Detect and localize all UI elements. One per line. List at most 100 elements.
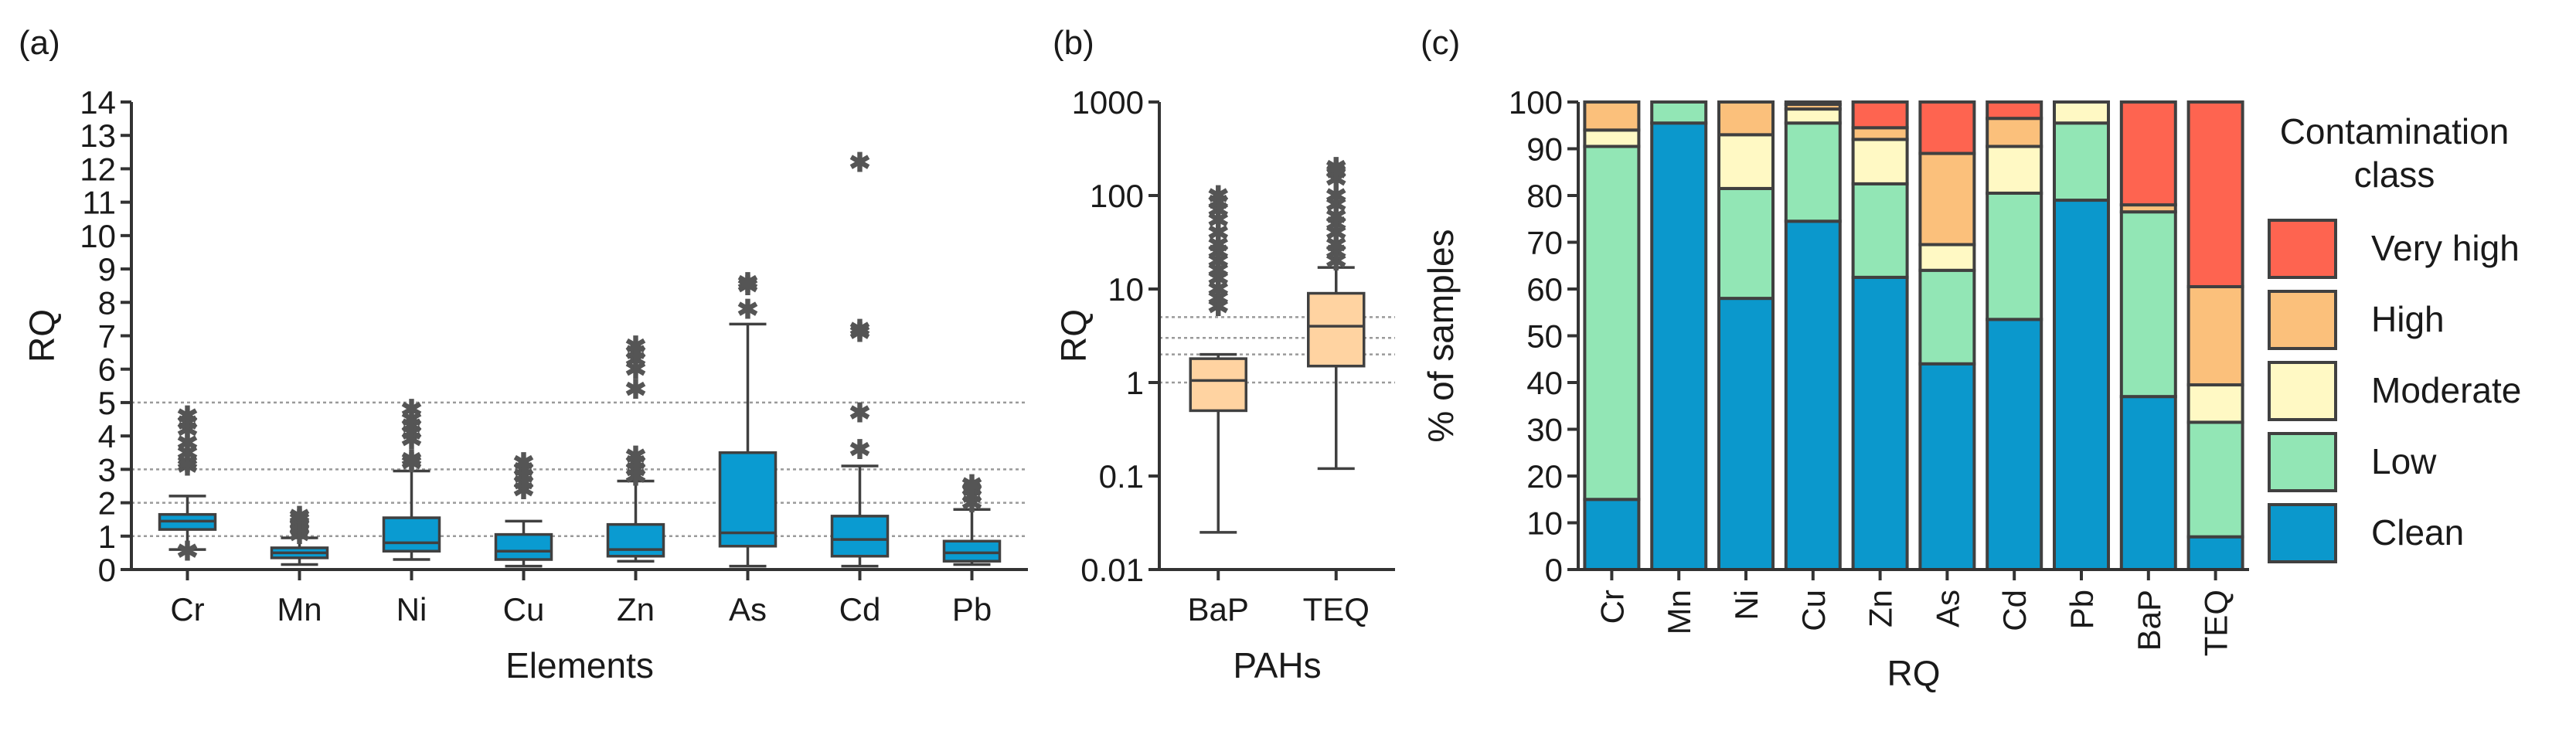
outlier-point: ✱: [176, 409, 199, 438]
legend-label-clean: Clean: [2371, 512, 2464, 553]
x-tick-label: Zn: [617, 591, 655, 627]
outlier-point: ✱: [624, 355, 647, 385]
bar-segment-clean: [1851, 275, 1909, 571]
legend-swatch-very-high: [2268, 219, 2337, 279]
legend-title: class: [2354, 155, 2435, 195]
outlier-point: ✱: [849, 315, 871, 345]
panel-a: (a)01234567891011121314✱✱✱✱✱✱✱✱Cr✱✱✱✱✱Mn…: [19, 24, 1028, 685]
y-tick-label: 1: [98, 519, 116, 555]
legend-swatch-high: [2268, 290, 2337, 350]
bar-segment-low: [1784, 121, 1842, 223]
box-iqr: [1307, 291, 1366, 368]
y-tick-label: 10: [80, 218, 116, 254]
outlier-point: ✱: [1207, 189, 1230, 218]
outlier-point: ✱: [1325, 247, 1348, 277]
bar-segment-moderate: [2186, 383, 2244, 424]
outlier-point: ✱: [737, 272, 759, 301]
bar-segment-clean: [2186, 535, 2244, 572]
outlier-point: ✱: [1207, 206, 1230, 235]
bar-segment-moderate: [1784, 107, 1842, 125]
x-tick-label: Pb: [2064, 590, 2100, 629]
bar-segment-low: [1583, 145, 1641, 502]
box-iqr: [718, 451, 778, 548]
bar-segment-low: [1717, 186, 1775, 301]
x-tick-label: TEQ: [1303, 591, 1370, 627]
legend-label-moderate: Moderate: [2371, 370, 2521, 410]
y-tick-label: 10: [1108, 271, 1144, 308]
outlier-point: ✱: [176, 439, 199, 468]
outlier-point: ✱: [400, 419, 423, 448]
panel-label: (a): [19, 24, 60, 62]
outlier-point: ✱: [1207, 247, 1230, 277]
x-axis-title: PAHs: [1233, 645, 1321, 685]
y-tick-label: 30: [1526, 412, 1563, 448]
bar-segment-high: [1986, 117, 2043, 148]
box-iqr: [382, 516, 441, 553]
outlier-point: ✱: [1325, 238, 1348, 267]
box-cr: ✱✱✱✱✱✱✱✱: [158, 402, 217, 566]
panel-c: (c) 0 10 20 30 40 50 60 70 80 90 100 Cr Mn Ni Cu Zn As Cd P…: [1421, 24, 2521, 693]
outlier-point: ✱: [624, 462, 647, 491]
y-tick-label: 50: [1526, 318, 1563, 355]
outlier-point: ✱: [961, 489, 983, 519]
bar-segment-very-high: [2119, 100, 2177, 207]
legend-swatch-moderate: [2268, 361, 2337, 421]
x-tick-label: Ni: [396, 591, 427, 627]
outlier-point: ✱: [1207, 219, 1230, 248]
bar-segment-very-high: [1851, 100, 1909, 130]
y-tick-label: 7: [98, 318, 116, 355]
outlier-point: ✱: [1325, 209, 1348, 239]
bar-segment-moderate: [1583, 128, 1641, 148]
outlier-point: ✱: [624, 455, 647, 485]
bar-cr: [1583, 100, 1641, 571]
outlier-point: ✱: [1207, 238, 1230, 267]
bar-segment-moderate: [2053, 100, 2110, 125]
x-tick-label: Cr: [170, 591, 204, 627]
x-tick-label: Cu: [1795, 590, 1832, 631]
outlier-point: ✱: [400, 396, 423, 425]
bar-cu: [1784, 100, 1842, 571]
y-tick-label: 100: [1090, 178, 1144, 214]
box-teq: ✱✱✱✱✱✱✱✱✱✱✱: [1307, 154, 1366, 471]
bar-segment-very-high: [2186, 100, 2244, 288]
box-bap: ✱✱✱✱✱✱✱✱✱✱✱✱✱: [1189, 182, 1247, 534]
bar-segment-high: [1918, 151, 1976, 247]
outlier-point: ✱: [512, 469, 535, 498]
y-tick-label: 100: [1509, 84, 1563, 121]
bar-segment-low: [1918, 268, 1976, 366]
box-iqr: [1189, 357, 1247, 413]
y-tick-label: 60: [1526, 271, 1563, 308]
outlier-point: ✱: [961, 471, 983, 500]
bar-segment-low: [1650, 100, 1708, 125]
y-tick-label: 1000: [1072, 84, 1144, 121]
outlier-point: ✱: [288, 502, 311, 532]
outlier-point: ✱: [1207, 182, 1230, 211]
bar-segment-clean: [1918, 362, 1976, 571]
panel-b: (b)0.010.11101001000✱✱✱✱✱✱✱✱✱✱✱✱✱BaP✱✱✱✱…: [1053, 24, 1395, 685]
box-iqr: [494, 532, 553, 561]
outlier-point: ✱: [176, 537, 199, 566]
bar-segment-low: [1851, 182, 1909, 279]
y-tick-label: 0: [98, 552, 116, 588]
x-tick-label: As: [729, 591, 767, 627]
x-tick-label: Cd: [1996, 590, 2033, 631]
bar-teq: [2186, 100, 2244, 572]
box-pb: ✱✱✱✱: [942, 471, 1002, 566]
y-tick-label: 40: [1526, 365, 1563, 401]
bar-segment-moderate: [1717, 133, 1775, 190]
y-tick-label: 9: [98, 251, 116, 287]
outlier-point: ✱: [1207, 284, 1230, 314]
outlier-point: ✱: [400, 445, 423, 474]
outlier-point: ✱: [624, 332, 647, 361]
y-tick-label: 2: [98, 485, 116, 522]
y-tick-label: 6: [98, 352, 116, 388]
bar-segment-low: [2186, 420, 2244, 539]
x-tick-label: TEQ: [2198, 590, 2234, 656]
bar-as: [1918, 100, 1976, 571]
outlier-point: ✱: [961, 475, 983, 505]
outlier-point: ✱: [1207, 256, 1230, 285]
outlier-point: ✱: [624, 442, 647, 471]
outlier-point: ✱: [624, 345, 647, 375]
y-tick-label: 70: [1526, 225, 1563, 261]
